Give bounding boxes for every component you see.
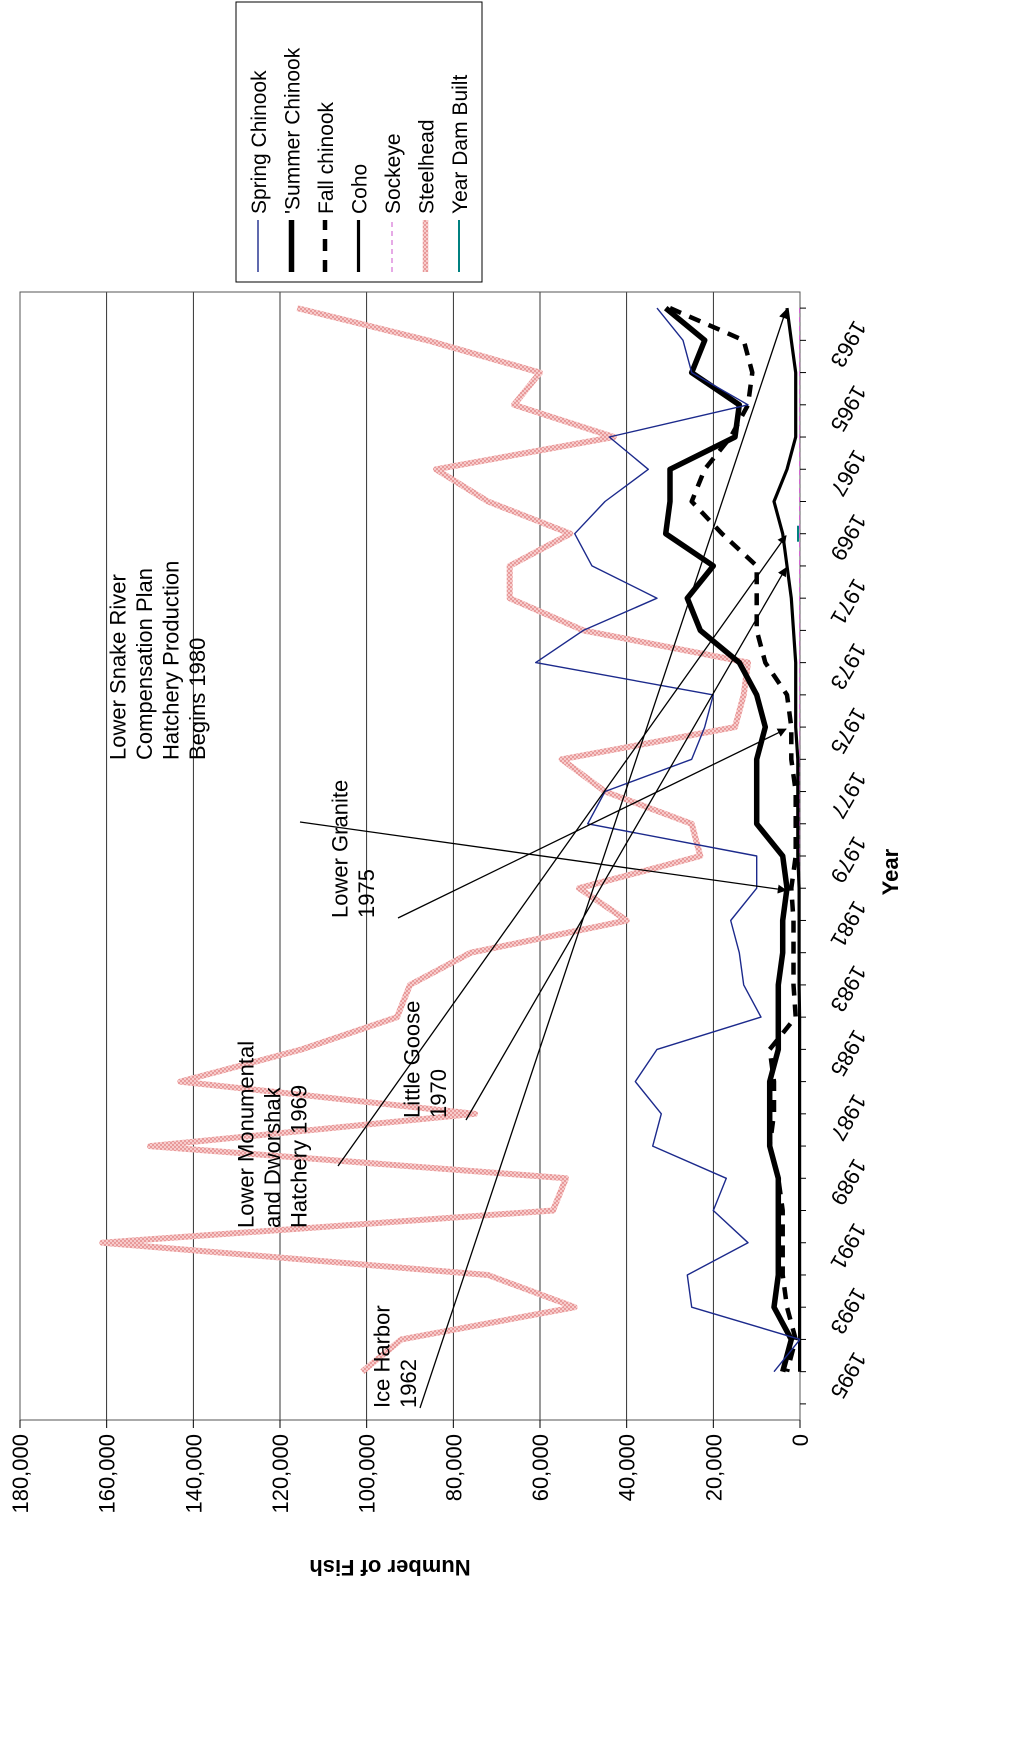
legend-item-steelhead: Steelhead: [416, 119, 439, 272]
value-tick-label: 80,000: [441, 1434, 466, 1501]
legend-label: Year Dam Built: [449, 75, 472, 214]
value-tick-label: 40,000: [615, 1434, 640, 1501]
annotation-text: Lower Snake RiverCompensation PlanHatche…: [106, 561, 210, 760]
annotation-1962: Ice Harbor1962: [370, 309, 788, 1409]
series-line-spring-chinook: [535, 307, 801, 1373]
value-tick-label: 20,000: [701, 1434, 726, 1501]
series-layer: [99, 305, 802, 1375]
axes-layer: 0 20,000 40,000 60,000 80,000 100,000 120,000 1…: [8, 307, 903, 1580]
year-tick-label: 1967: [825, 446, 871, 501]
year-tick-label: 1969: [825, 510, 871, 565]
value-tick-label: 160,000: [95, 1434, 120, 1514]
year-tick-label: 1963: [825, 317, 871, 372]
annotation-arrow: [299, 821, 787, 894]
year-tick-label: 1983: [825, 961, 871, 1016]
annotation-arrow: [397, 728, 787, 919]
series-spring-chinook: [535, 307, 801, 1373]
legend-item-year-dam-built: Year Dam Built: [449, 75, 472, 272]
year-tick-label: 1965: [825, 381, 871, 436]
year-tick-label: 1989: [825, 1155, 871, 1210]
y-axis-title: Number of Fish: [309, 1555, 470, 1580]
series-summer-chinook: [662, 305, 795, 1373]
legend-item-coho: Coho: [349, 164, 372, 272]
legend-item-sockeye: Sockeye: [382, 133, 405, 272]
annotation-text: Ice Harbor1962: [370, 1305, 421, 1408]
legend-item-summer-chinook: 'Summer Chinook: [282, 47, 305, 272]
annotation-1969: Lower Monumentaland DworshakHatchery 196…: [234, 534, 787, 1228]
annotation-1970: Little Goose1970: [400, 567, 787, 1121]
legend-item-fall-chinook: Fall chinook: [315, 101, 338, 272]
year-tick-label: 1975: [825, 703, 871, 758]
year-tick-label: 1995: [825, 1348, 871, 1403]
value-tick-label: 60,000: [528, 1434, 553, 1501]
year-tick-label: 1987: [825, 1090, 871, 1145]
x-axis-title: Year: [878, 848, 903, 895]
year-tick-label: 1993: [825, 1284, 871, 1339]
legend-label: Coho: [349, 164, 372, 214]
gridlines: [19, 292, 714, 1420]
annotation-arrow: [465, 567, 787, 1121]
legend-label: 'Summer Chinook: [282, 47, 305, 214]
annotation-1975: Lower Granite1975: [328, 728, 787, 919]
year-tick-label: 1973: [825, 639, 871, 694]
value-tick-label: 180,000: [8, 1434, 33, 1514]
year-tick-label: 1971: [825, 574, 871, 629]
year-tick-label: 1979: [825, 832, 871, 887]
legend: Spring Chinook 'Summer Chinook Fall chinoo…: [235, 1, 483, 283]
annotations-layer: Ice Harbor1962 Lower Monumentaland Dworsh…: [106, 309, 788, 1409]
series-line-steelhead: [99, 305, 751, 1375]
year-tick-label: 1985: [825, 1026, 871, 1081]
legend-item-spring-chinook: Spring Chinook: [248, 70, 271, 272]
value-tick-label: 140,000: [181, 1434, 206, 1514]
legend-label: Spring Chinook: [248, 70, 271, 214]
year-tick-label: 1991: [825, 1219, 871, 1274]
annotation-arrow: [337, 534, 787, 1167]
legend-label: Steelhead: [416, 119, 439, 214]
value-tick-label: 100,000: [355, 1434, 380, 1514]
annotation-arrow: [419, 309, 788, 1409]
year-tick-label: 1981: [825, 897, 871, 952]
annotation-text: Little Goose1970: [400, 1001, 451, 1118]
legend-label: Sockeye: [382, 133, 405, 214]
year-tick-label: 1977: [825, 768, 871, 823]
series-line-summer-chinook: [662, 305, 795, 1373]
annotation-text: Lower Monumentaland DworshakHatchery 196…: [234, 1041, 312, 1228]
legend-label: Fall chinook: [315, 101, 338, 214]
annotation-1980: Lower Snake RiverCompensation PlanHatche…: [106, 561, 787, 894]
annotation-text: Lower Granite1975: [328, 780, 379, 918]
value-tick-label: 0: [788, 1434, 813, 1446]
value-tick-label: 120,000: [268, 1434, 293, 1514]
